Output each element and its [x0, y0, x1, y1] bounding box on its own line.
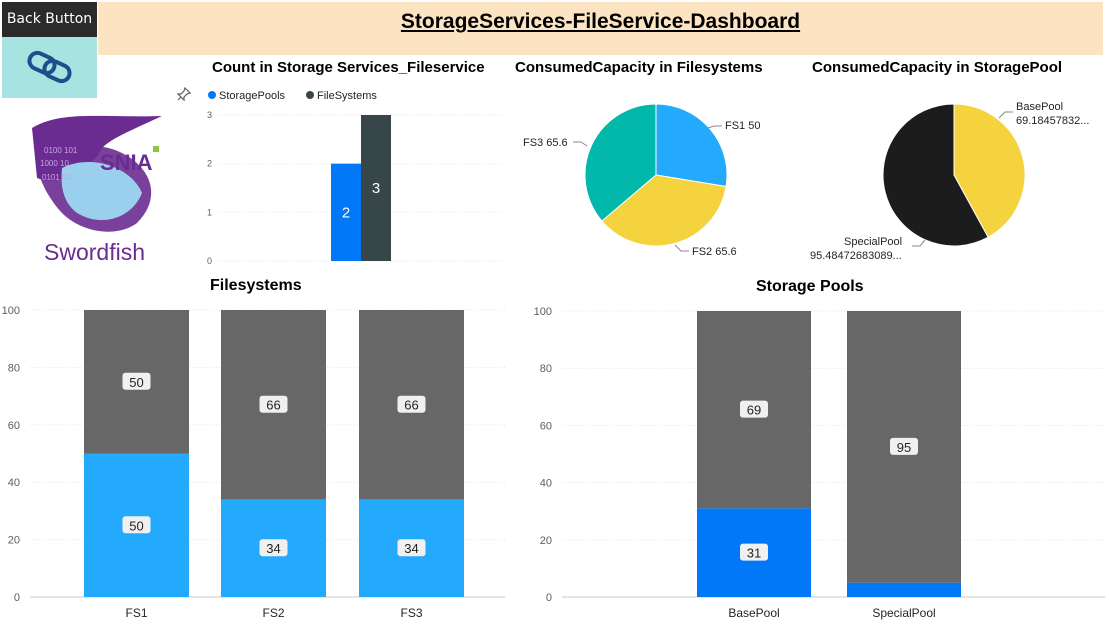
- filesystems-pie-title: ConsumedCapacity in Filesystems: [515, 59, 763, 76]
- pie-label-fs3: FS3 65.6: [523, 137, 568, 149]
- x-tick-label: FS3: [400, 606, 422, 620]
- filesystems-chart: 0 20 40 60 80 100 50 50 FS1 34 66 FS2 34 66 FS3: [2, 305, 505, 620]
- x-tick-label: BasePool: [728, 606, 779, 620]
- y-tick-label: 40: [8, 477, 20, 489]
- data-label-box: [397, 539, 426, 557]
- data-label-box: [259, 395, 288, 413]
- y-tick-label: 0: [14, 592, 20, 604]
- x-tick-label: FS1: [125, 606, 147, 620]
- pie-label-fs2: FS2 65.6: [692, 246, 737, 258]
- count-y-tick: 1: [207, 207, 212, 217]
- y-tick-label: 80: [8, 362, 20, 374]
- data-label: 95: [897, 440, 911, 455]
- back-button-label: Back Button: [2, 2, 97, 37]
- binary-digits: 0100 101: [44, 146, 78, 155]
- data-label-box: [890, 437, 918, 455]
- logo-snia-text: SNIA: [100, 150, 153, 175]
- data-label: 31: [747, 546, 761, 561]
- y-tick-label: 100: [2, 305, 20, 317]
- pin-icon[interactable]: [176, 86, 192, 102]
- y-tick-label: 20: [540, 535, 552, 547]
- link-icon: [27, 50, 72, 84]
- count-bar-label: 3: [372, 180, 380, 197]
- pie-slice-specialpool[interactable]: [882, 103, 989, 247]
- count-bar-filesystems[interactable]: [361, 115, 391, 261]
- data-label: 66: [266, 398, 280, 413]
- legend-marker-storagepools: [208, 91, 216, 99]
- data-label: 34: [404, 541, 418, 556]
- data-label: 34: [266, 541, 280, 556]
- y-tick-label: 40: [540, 478, 552, 490]
- filesystems-chart-title: Filesystems: [210, 277, 302, 294]
- data-label: 69: [747, 403, 761, 418]
- logo-swordfish-text: Swordfish: [44, 239, 145, 265]
- title-banner: StorageServices-FileService-Dashboard: [98, 2, 1103, 55]
- y-tick-label: 60: [8, 420, 20, 432]
- y-tick-label: 80: [540, 363, 552, 375]
- pie-label-basepool-name: BasePool: [1016, 101, 1063, 113]
- data-label-box: [259, 539, 288, 557]
- data-label-box: [740, 400, 768, 418]
- data-label-box: [397, 395, 426, 413]
- storage-pools-chart: 0 20 40 60 80 100 31 69 BasePool 95 SpecialPool: [534, 306, 1105, 620]
- data-label-box: [122, 372, 151, 390]
- count-y-tick: 2: [207, 159, 212, 169]
- data-label: 66: [404, 398, 418, 413]
- y-tick-label: 100: [534, 306, 552, 318]
- storagepool-pie: BasePool 69.18457832... SpecialPool 95.4…: [810, 101, 1089, 262]
- pie-slice-fs3[interactable]: [584, 103, 657, 222]
- pie-label-specialpool-value: 95.48472683089...: [810, 250, 902, 262]
- storage-pools-chart-title: Storage Pools: [756, 278, 864, 295]
- svg-text:1000 10: 1000 10: [40, 159, 69, 168]
- y-tick-label: 20: [8, 535, 20, 547]
- count-bar-storagepools[interactable]: [331, 163, 361, 261]
- data-label: 50: [129, 375, 143, 390]
- storagepool-pie-title: ConsumedCapacity in StoragePool: [812, 59, 1063, 76]
- x-tick-label: SpecialPool: [872, 606, 935, 620]
- legend-label-storagepools: StoragePools: [219, 90, 286, 102]
- pie-label-fs1: FS1 50: [725, 120, 760, 132]
- x-tick-label: FS2: [262, 606, 284, 620]
- count-chart-title: Count in Storage Services_Fileservice: [212, 59, 485, 76]
- count-y-tick: 0: [207, 256, 212, 266]
- legend-label-filesystems: FileSystems: [317, 90, 377, 102]
- pie-slice-basepool[interactable]: [953, 103, 1026, 238]
- swordfish-logo: 0100 101 1000 10 0101 01 SNIA Swordfish: [32, 115, 162, 265]
- count-chart: StoragePools FileSystems 0 1 2 3 2 3: [207, 90, 503, 266]
- data-label: 50: [129, 518, 143, 533]
- svg-text:0101 01: 0101 01: [42, 173, 71, 182]
- y-tick-label: 0: [546, 592, 552, 604]
- link-tile[interactable]: [2, 37, 97, 98]
- count-bar-label: 2: [342, 204, 350, 221]
- back-button[interactable]: Back Button: [2, 2, 97, 98]
- pie-label-specialpool-name: SpecialPool: [844, 236, 902, 248]
- filesystems-pie: FS1 50 FS2 65.6 FS3 65.6: [523, 103, 760, 258]
- pie-slice-fs1[interactable]: [655, 103, 728, 188]
- y-tick-label: 60: [540, 420, 552, 432]
- pie-label-basepool-value: 69.18457832...: [1016, 115, 1089, 127]
- count-y-tick: 3: [207, 110, 212, 120]
- data-label-box: [122, 516, 151, 534]
- bar-segment-specialpool[interactable]: [847, 582, 961, 597]
- legend-marker-filesystems: [306, 91, 314, 99]
- page-title: StorageServices-FileService-Dashboard: [400, 10, 801, 33]
- pie-slice-fs2[interactable]: [601, 174, 727, 247]
- data-label-box: [740, 543, 768, 561]
